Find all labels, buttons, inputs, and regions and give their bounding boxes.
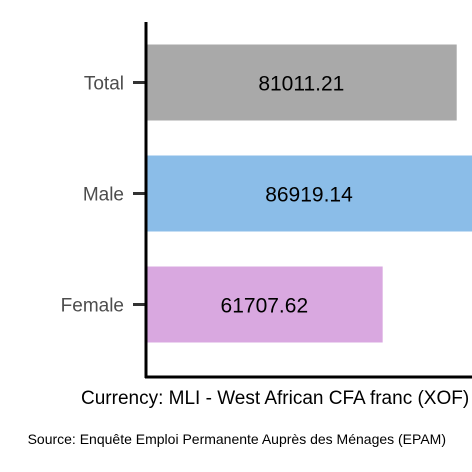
category-labels: Total Male Female [61,74,124,317]
value-label-total: 81011.21 [258,73,344,96]
x-axis-title: Currency: MLI - West African CFA franc (… [81,388,469,409]
value-label-male: 86919.14 [265,184,353,207]
y-axis-ticks [133,81,145,306]
category-label-total: Total [84,74,124,95]
category-label-female: Female [61,296,124,317]
value-label-female: 61707.62 [221,295,309,318]
bar-total [146,44,457,121]
bar-male [146,155,472,232]
source-caption: Source: Enquête Emploi Permanente Auprès… [28,431,446,447]
category-label-male: Male [83,185,124,206]
bars-group [146,44,472,343]
value-labels: 81011.21 86919.14 61707.62 [221,73,354,318]
bar-female [146,266,383,343]
